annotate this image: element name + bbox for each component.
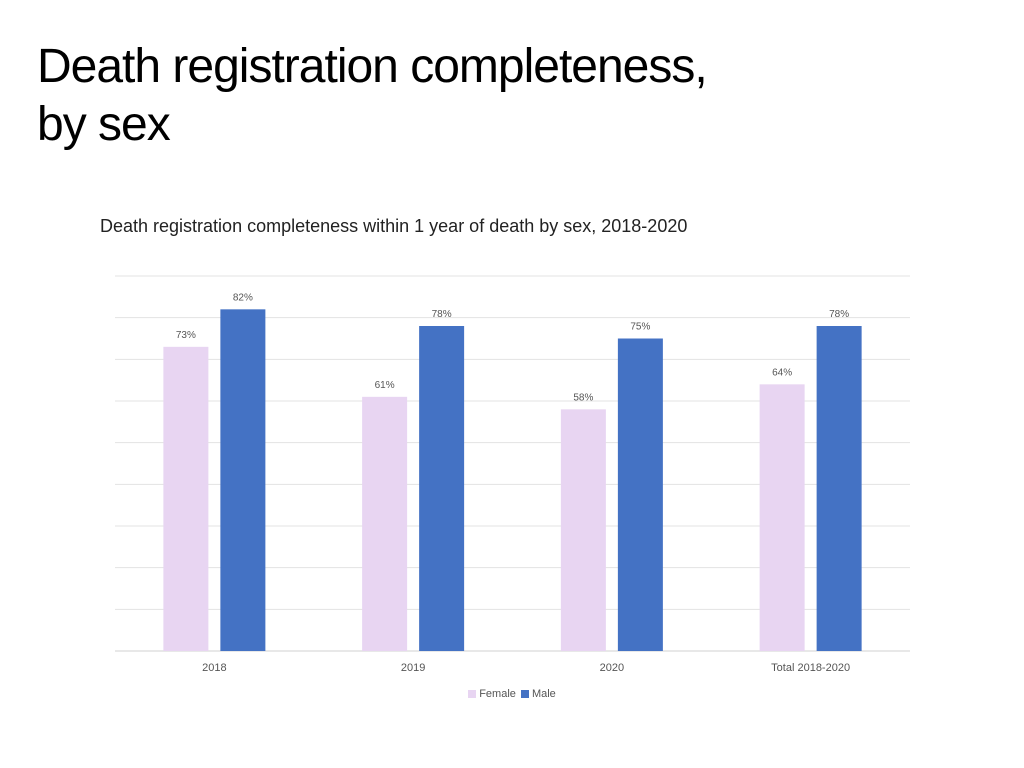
data-label-male-2: 78%	[432, 309, 452, 320]
chart-legend: Female Male	[0, 688, 1024, 701]
x-tick-label: 2018	[202, 662, 226, 674]
bar-male-1	[220, 309, 266, 651]
legend-item-female: Female	[468, 688, 516, 700]
data-label-female-4: 64%	[772, 367, 792, 378]
legend-label-female: Female	[479, 688, 516, 700]
legend-swatch-male	[520, 690, 529, 698]
data-label-male-1: 82%	[233, 292, 253, 303]
legend-label-male: Male	[531, 688, 556, 700]
slide-title-line-1: Death registration completeness,	[37, 40, 708, 93]
legend-item-male: Male	[520, 688, 556, 700]
slide-title-line-2: by sex	[37, 98, 171, 151]
bar-male-4	[816, 326, 862, 651]
legend-swatch-female	[468, 690, 477, 698]
data-label-male-4: 78%	[829, 309, 849, 320]
data-label-female-2: 61%	[375, 380, 395, 391]
data-label-male-3: 75%	[630, 322, 650, 333]
data-label-female-3: 58%	[573, 392, 593, 403]
chart-title: Death registration completeness within 1…	[100, 216, 688, 236]
x-tick-label: Total 2018-2020	[771, 662, 850, 674]
bar-male-3	[617, 338, 663, 651]
x-tick-label: 2020	[600, 662, 624, 674]
x-tick-label: 2019	[401, 662, 425, 674]
bar-male-2	[419, 326, 465, 651]
bar-female-3	[560, 409, 606, 651]
bar-female-4	[759, 384, 805, 651]
bar-female-2	[362, 396, 408, 651]
data-label-female-1: 73%	[176, 330, 196, 341]
bar-female-1	[163, 346, 209, 651]
slide-title: Death registration completeness, by sex	[37, 38, 937, 154]
